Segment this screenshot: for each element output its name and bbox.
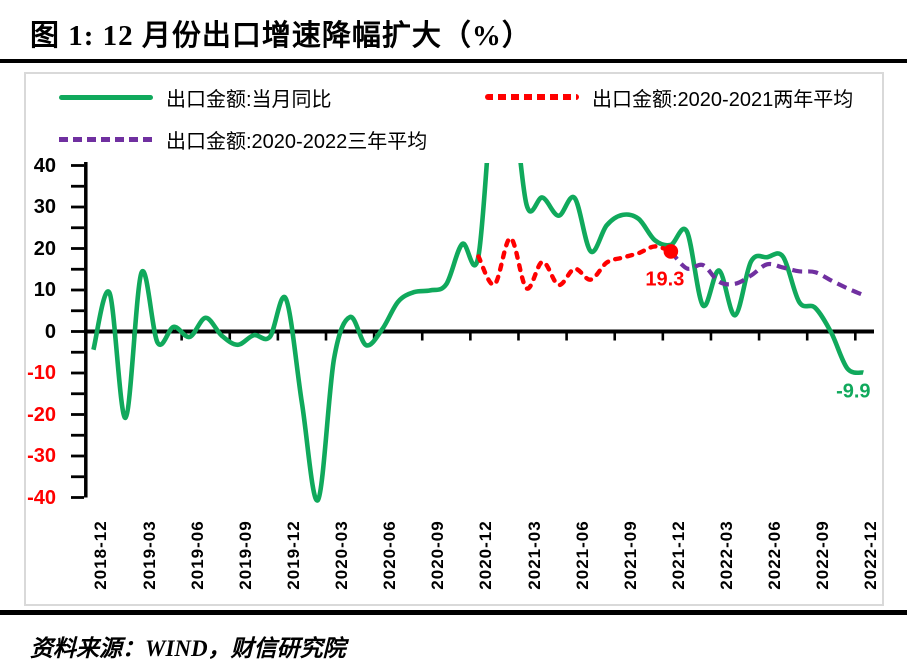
x-axis-tick-label: 2019-09 [235,520,255,590]
legend-line-solid-icon [59,94,153,100]
legend-line-dotted-icon [485,94,579,100]
x-axis-tick-label: 2021-06 [572,520,592,590]
figure-title: 图 1: 12 月份出口增速降幅扩大（%） [30,20,532,52]
x-axis-tick-label: 2019-06 [187,520,207,590]
y-axis-tick-label: 0 [44,320,56,343]
x-axis-tick-label: 2021-12 [668,520,688,590]
legend-line-dashed-icon [59,136,153,142]
x-axis-tick-label: 2020-09 [428,520,448,590]
x-axis-tick-label: 2021-09 [620,520,640,590]
y-axis-tick-label: 40 [33,154,56,177]
x-axis-tick-label: 2020-03 [332,520,352,590]
x-axis-tick-label: 2021-03 [524,520,544,590]
x-axis-tick-label: 2018-12 [91,520,111,590]
x-axis-tick-label: 2022-06 [765,520,785,590]
x-axis-tick-label: 2019-03 [139,520,159,590]
y-axis-tick-label: 20 [33,237,56,260]
legend-label-monthly-yoy: 出口金额:当月同比 [166,88,332,111]
x-axis-tick-label: 2019-12 [283,520,303,590]
legend-item-monthly-yoy: 出口金额:当月同比 [59,84,332,111]
value-annotation: -9.9 [836,380,871,403]
y-axis-tick-label: -10 [27,362,56,384]
x-axis-tick-label: 2022-03 [716,520,736,590]
x-axis-tick-label: 2022-09 [813,520,833,590]
legend-label-three-year-avg: 出口金额:2020-2022三年平均 [166,130,428,153]
x-axis-tick-label: 2020-06 [380,520,400,590]
legend-label-two-year-avg: 出口金额:2020-2021两年平均 [592,88,854,111]
legend-item-three-year-avg: 出口金额:2020-2022三年平均 [59,126,428,153]
y-axis-tick-label: -20 [27,403,56,426]
value-annotation: 19.3 [645,268,685,291]
title-rule [0,59,907,63]
x-axis-tick-label: 2020-12 [476,520,496,590]
y-axis-tick-label: 10 [33,279,56,301]
legend-item-two-year-avg: 出口金额:2020-2021两年平均 [485,84,854,111]
y-axis-tick-label: -30 [27,445,56,467]
source-note: 资料来源：WIND，财信研究院 [30,636,346,661]
x-axis-tick-label: 2022-12 [861,520,881,590]
y-axis-tick-label: 30 [33,196,56,218]
y-axis-tick-label: -40 [27,486,56,509]
bottom-rule [0,610,907,615]
